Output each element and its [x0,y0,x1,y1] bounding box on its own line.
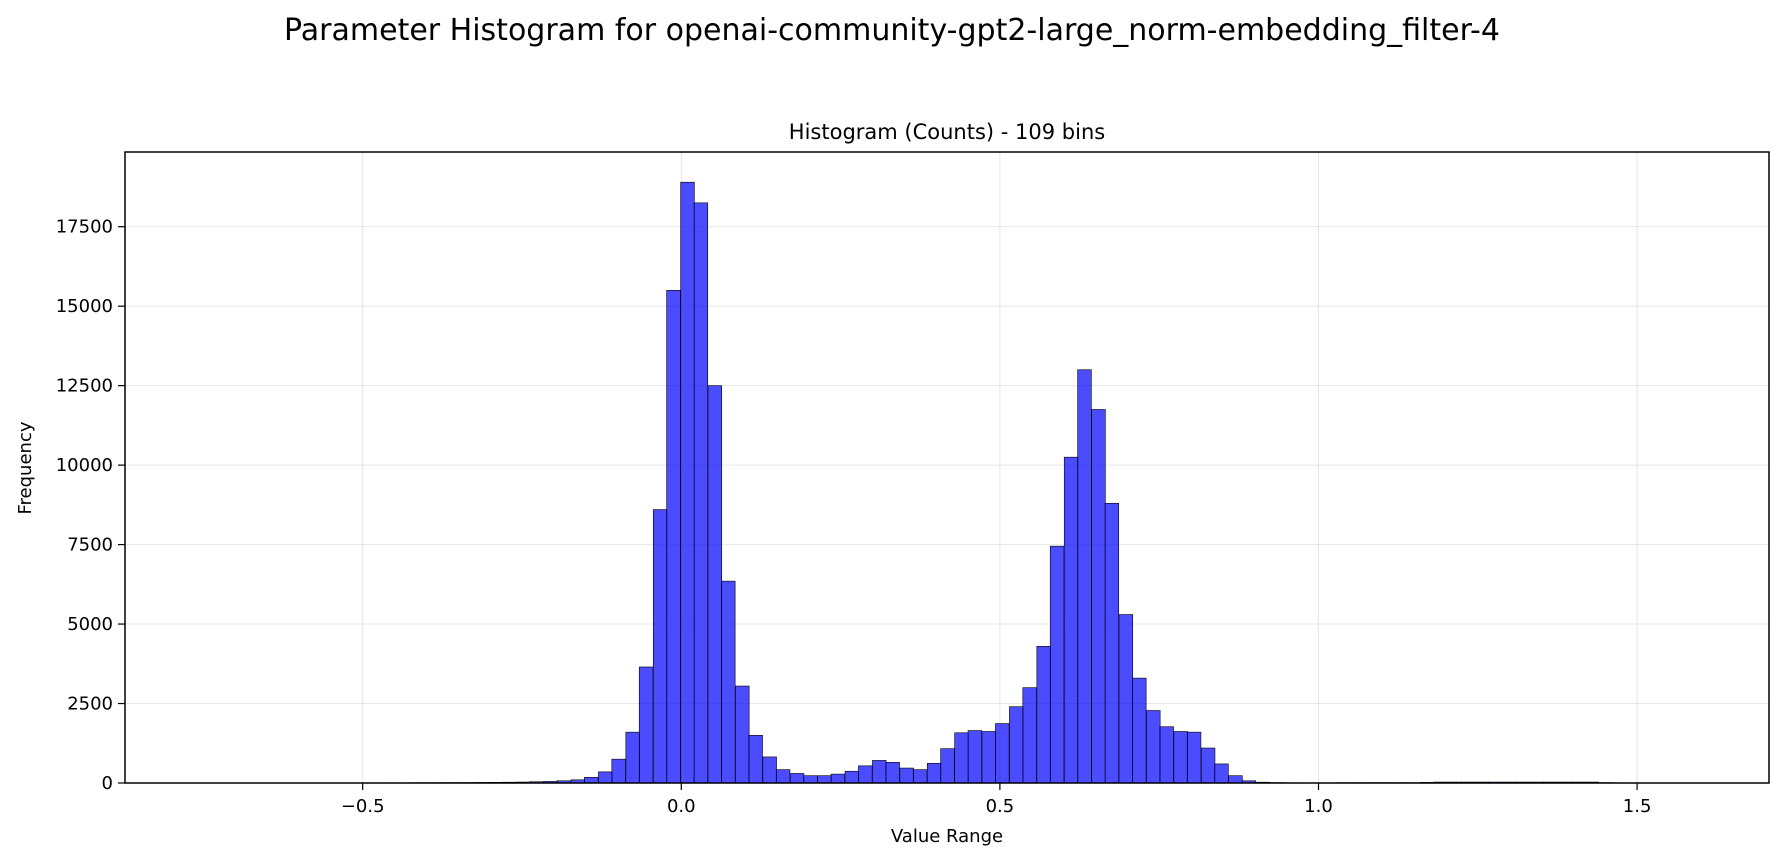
histogram-bar [1049,545,1065,784]
histogram-bar [735,685,750,784]
histogram-bar [1214,763,1229,784]
y-tick-label: 15000 [56,296,113,317]
histogram-bar [1036,646,1051,784]
y-tick-label: 17500 [56,217,113,238]
histogram-bar [830,773,846,784]
y-tick-label: 12500 [56,376,113,397]
y-tick-label: 7500 [67,535,113,556]
histogram-bar [912,769,928,784]
histogram-bar [954,732,969,784]
histogram-bar [885,762,900,784]
histogram-bar [611,758,626,784]
histogram-bar [1118,614,1134,784]
axes-frame [124,151,1770,784]
histogram-bar [981,731,997,784]
histogram-bar [1173,731,1188,784]
histogram-bar [789,773,805,784]
y-tick-label: 5000 [67,614,113,635]
histogram-bar [926,762,942,784]
histogram-bar [1009,706,1024,784]
histogram-bar [995,723,1010,784]
histogram-bar [1228,775,1243,784]
x-axis-ticks: −0.5 0.0 0.5 1.0 1.5 [341,783,1652,817]
histogram-bar [598,771,613,784]
x-tick-label: 1.5 [1623,796,1652,817]
histogram-bar [940,748,955,784]
histogram-bar [967,730,983,784]
histogram-bar [1104,502,1120,784]
histogram-bar [858,765,873,784]
histogram-bar [1022,687,1037,784]
y-tick-label: 0 [102,773,113,794]
histogram-bar [1077,369,1092,784]
histogram-bar [638,666,654,784]
figure-title: Parameter Histogram for openai-community… [284,13,1500,48]
histogram-bar [803,775,818,784]
histogram-bar [748,735,763,784]
x-tick-label: 0.0 [667,796,696,817]
histogram-bar [625,731,640,784]
histogram-bar [844,770,860,784]
histogram-bar [652,509,668,784]
histogram-bar [817,775,832,784]
y-tick-label: 10000 [56,455,113,476]
y-tick-label: 2500 [67,694,113,715]
histogram-bar [899,767,914,784]
histogram-bar [584,776,599,784]
y-axis-label: Frequency [15,421,36,514]
x-tick-label: 1.0 [1304,796,1333,817]
histogram-bar [775,769,791,784]
histogram-bar [707,385,723,784]
grid-lines [125,152,1769,784]
histogram-bar [762,756,777,784]
histogram-bar [872,760,887,784]
y-axis-ticks: 0 2500 5000 7500 10000 12500 15000 17500 [56,217,125,794]
x-tick-label: −0.5 [341,796,385,817]
axes-title: Histogram (Counts) - 109 bins [789,120,1105,144]
histogram-bar [721,580,736,784]
histogram-bar [1200,747,1216,784]
x-tick-label: 0.5 [986,796,1015,817]
histogram-bar [1132,677,1147,784]
histogram-bar [1159,726,1174,784]
x-axis-label: Value Range [891,826,1003,847]
histogram-bar [693,202,709,784]
histogram-bar [1186,731,1202,784]
histogram-bars [200,181,1695,784]
histogram-bar [1063,456,1079,784]
histogram-bar [680,181,695,784]
histogram-bar [1091,409,1106,784]
histogram-bar [1146,710,1161,784]
histogram-bar [666,289,681,784]
